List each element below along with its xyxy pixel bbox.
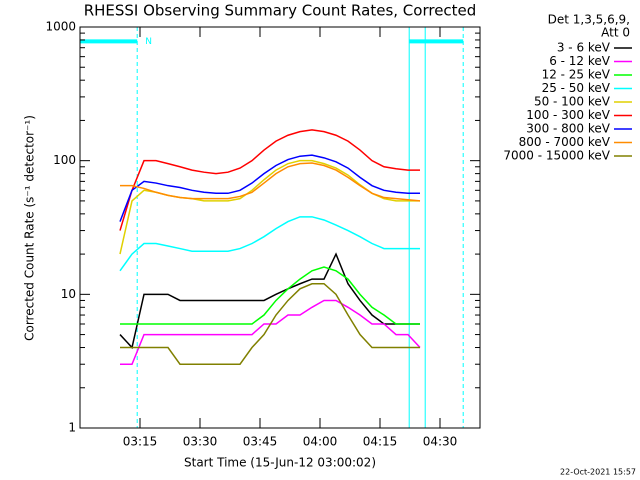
series-line: [119, 129, 420, 231]
legend-label: 300 - 800 keV: [526, 122, 610, 136]
legend-label: 7000 - 15000 keV: [503, 149, 610, 163]
legend-label: 6 - 12 keV: [549, 54, 611, 68]
series-line: [120, 162, 421, 202]
x-tick-label: 04:30: [423, 435, 458, 449]
x-tick-label: 04:15: [363, 435, 398, 449]
legend-label: 100 - 300 keV: [526, 108, 610, 122]
y-axis-label: Corrected Count Rate (s⁻¹ detector⁻¹): [23, 115, 37, 341]
legend-label: 25 - 50 keV: [542, 81, 611, 95]
x-axis-label: Start Time (15-Jun-12 03:00:02): [184, 456, 376, 470]
x-tick-label: 03:45: [243, 435, 278, 449]
series-line: [120, 282, 420, 365]
y-tick-label: 10: [61, 287, 76, 301]
y-tick-label: 1: [68, 421, 76, 435]
legend-label: 12 - 25 keV: [542, 68, 611, 82]
y-tick-label: 1000: [45, 20, 76, 34]
legend-label: 800 - 7000 keV: [519, 135, 611, 149]
x-tick-label: 03:30: [183, 435, 218, 449]
legend-label: 50 - 100 keV: [534, 95, 611, 109]
chart-title: RHESSI Observing Summary Count Rates, Co…: [84, 2, 477, 20]
plot-frame: [79, 26, 481, 429]
series-line: [119, 154, 420, 222]
legend-label: 3 - 6 keV: [557, 41, 611, 55]
series-line: [119, 252, 420, 350]
x-tick-label: 03:15: [123, 435, 158, 449]
series-line: [120, 266, 420, 325]
series-line: [119, 159, 420, 255]
night-label: N: [145, 37, 152, 47]
legend-header: Det 1,3,5,6,9,: [548, 13, 630, 27]
x-tick-label: 04:00: [303, 435, 338, 449]
footer: 22-Oct-2021 15:57: [560, 468, 636, 477]
y-tick-label: 100: [53, 153, 76, 167]
legend-header: Att 0: [601, 26, 630, 40]
series-line: [119, 216, 420, 272]
